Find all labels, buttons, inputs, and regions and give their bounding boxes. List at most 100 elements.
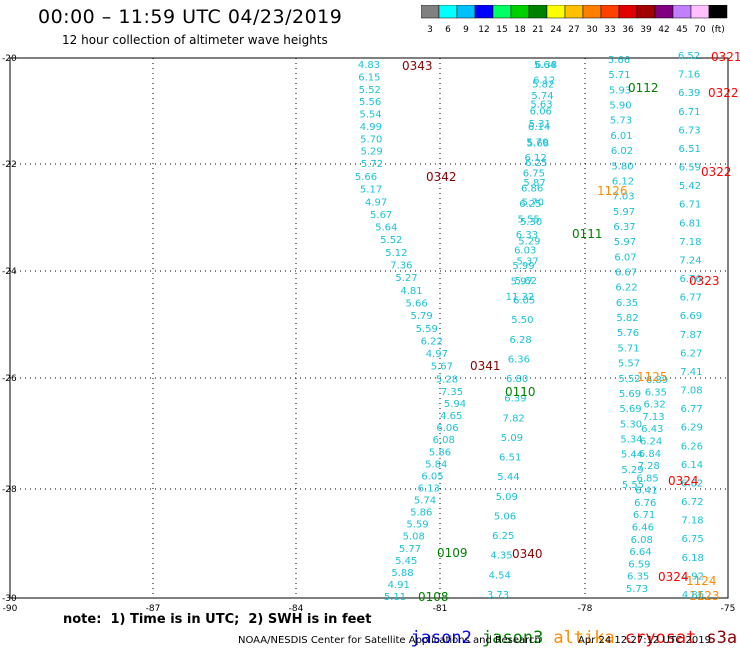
swh-value: 6.07 (614, 252, 636, 263)
x-tick-label: -84 (289, 604, 304, 614)
swh-value: 6.26 (681, 441, 703, 452)
swh-value: 6.43 (641, 424, 663, 435)
swh-value: 6.25 (525, 158, 547, 169)
swh-value: 6.35 (616, 298, 638, 309)
map-title: 00:00 – 11:59 UTC 04/23/2019 (38, 6, 343, 28)
swh-value: 6.69 (680, 311, 702, 322)
swh-value: 5.59 (416, 324, 438, 335)
swh-value: 6.33 (516, 230, 538, 241)
swh-value: 7.36 (390, 261, 412, 272)
swh-value: 5.82 (616, 313, 638, 324)
swh-value: 5.99 (512, 261, 534, 272)
swh-value: 5.37 (516, 256, 538, 267)
y-tick-label: -30 (2, 594, 17, 604)
scale-label: 45 (676, 25, 687, 35)
swh-value: 5.69 (619, 389, 641, 400)
swh-value: 6.75 (681, 534, 703, 545)
swh-value: 5.56 (359, 97, 381, 108)
swh-value: 5.70 (360, 134, 382, 145)
swh-value: 7.28 (638, 461, 660, 472)
swh-value: 4.83 (358, 60, 380, 71)
y-tick-label: -26 (2, 374, 17, 384)
x-tick-label: -87 (146, 604, 161, 614)
swh-value: 5.97 (511, 277, 533, 288)
swh-value: 6.46 (632, 523, 654, 534)
swh-value: 6.81 (679, 218, 701, 229)
legend-jason3: jason3 (481, 628, 544, 648)
swh-value: 5.66 (405, 298, 427, 309)
swh-value: 5.88 (391, 568, 413, 579)
swh-value: 6.27 (680, 348, 702, 359)
legend-altika: altika (553, 628, 615, 648)
swh-value: 6.67 (615, 268, 637, 279)
swh-value: 6.76 (634, 498, 656, 509)
swh-value: 6.35 (627, 572, 649, 583)
swh-value: 5.66 (355, 172, 377, 183)
swh-value: 5.55 (518, 215, 540, 226)
swh-value: 4.86 (682, 590, 704, 601)
swh-value: 5.67 (370, 210, 392, 221)
footer-credit: NOAA/NESDIS Center for Satellite Applica… (238, 635, 541, 646)
swh-value: 5.54 (359, 110, 381, 121)
swh-value: 6.76 (680, 274, 702, 285)
swh-value: 5.42 (679, 181, 701, 192)
swh-value: 5.94 (444, 399, 466, 410)
swh-value: 6.32 (644, 400, 666, 411)
track-label: 0341 (470, 359, 501, 373)
y-tick-label: -22 (2, 160, 17, 170)
x-tick-label: -81 (433, 604, 448, 614)
swh-value: 7.08 (680, 386, 702, 397)
swh-value: 5.30 (520, 217, 542, 228)
track-label: 0112 (628, 81, 659, 95)
track-label: 0322 (708, 86, 739, 100)
swh-value: 6.25 (492, 531, 514, 542)
swh-value: 3.73 (487, 590, 509, 601)
swh-value: 6.36 (508, 354, 530, 365)
track-label: 1124 (686, 574, 717, 588)
swh-value: 5.70 (526, 137, 548, 148)
swh-value: 5.69 (619, 404, 641, 415)
swh-value: 4.91 (388, 580, 410, 591)
track-label: 0321 (711, 50, 740, 64)
scale-label: 18 (514, 25, 526, 35)
swh-value: 5.67 (431, 362, 453, 373)
scale-label: 70 (694, 25, 706, 35)
swh-value: 5.09 (496, 492, 518, 503)
swh-value: 5.29 (621, 465, 643, 476)
track-label: 0324 (668, 474, 699, 488)
track-label: 0342 (426, 170, 457, 184)
swh-value: 5.17 (360, 185, 382, 196)
scale-label: 30 (586, 25, 598, 35)
swh-value: 5.30 (620, 419, 642, 430)
swh-value: 6.06 (530, 106, 552, 117)
swh-value: 5.74 (531, 91, 553, 102)
swh-value: 5.29 (360, 147, 382, 158)
swh-value: 6.73 (678, 125, 700, 136)
swh-value: 6.12 (612, 176, 634, 187)
y-tick-label: -28 (2, 485, 17, 495)
scale-label: 9 (463, 25, 469, 35)
swh-value: 5.52 (618, 374, 640, 385)
swh-value: 6.38 (535, 60, 557, 71)
swh-value: 7.18 (679, 237, 701, 248)
swh-value: 6.39 (678, 88, 700, 99)
swh-value: 6.75 (523, 168, 545, 179)
swh-value: 5.71 (608, 70, 630, 81)
swh-value: 5.76 (617, 328, 639, 339)
swh-value: 6.51 (679, 144, 701, 155)
swh-value: 5.66 (608, 55, 630, 66)
x-tick-label: -78 (578, 604, 593, 614)
x-tick-label: -90 (3, 604, 18, 614)
swh-value: 5.50 (511, 315, 533, 326)
satellite-legend: jason2 jason3 altika cryosat s3a (390, 608, 740, 648)
swh-value: 5.73 (626, 584, 648, 595)
swh-value: 7.13 (642, 412, 664, 423)
swh-value: 4.97 (426, 349, 448, 360)
swh-value: 4.54 (489, 570, 511, 581)
track-label: 0111 (572, 227, 603, 241)
map-subtitle: 12 hour collection of altimeter wave hei… (62, 33, 328, 47)
note-text: note: 1) Time is in UTC; 2) SWH is in fe… (63, 612, 372, 627)
swh-value: 5.44 (621, 450, 643, 461)
y-tick-label: -24 (2, 267, 17, 277)
